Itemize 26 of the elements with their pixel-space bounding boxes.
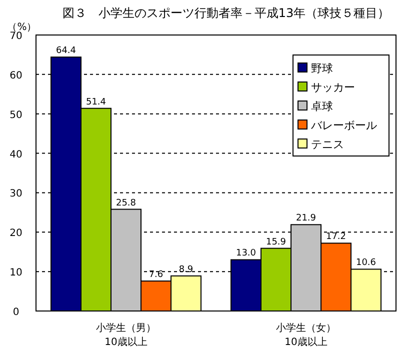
y-tick-label: 10 bbox=[10, 268, 22, 279]
legend-label: テニス bbox=[311, 138, 344, 151]
legend-label: 卓球 bbox=[311, 100, 333, 113]
data-label: 15.9 bbox=[266, 237, 286, 248]
y-axis-title: （%） bbox=[7, 22, 37, 33]
data-label: 64.4 bbox=[56, 46, 76, 56]
data-label: 10.6 bbox=[356, 258, 376, 268]
y-tick-label: 40 bbox=[10, 149, 22, 160]
y-tick-label: 20 bbox=[10, 228, 22, 240]
data-label: 17.2 bbox=[326, 232, 346, 242]
legend-label: 野球 bbox=[311, 62, 333, 75]
data-label: 13.0 bbox=[236, 248, 256, 259]
data-label: 7.6 bbox=[148, 270, 164, 280]
y-tick-label: 50 bbox=[10, 110, 22, 121]
data-label: 21.9 bbox=[296, 214, 316, 224]
y-tick-label: 60 bbox=[10, 70, 22, 82]
legend-label: バレーボール bbox=[310, 119, 377, 132]
y-tick-label: 0 bbox=[12, 307, 20, 318]
data-label: 25.8 bbox=[116, 198, 136, 208]
x-tick-label: 小学生（男） 10歳以上 bbox=[96, 322, 156, 348]
x-tick-label: 小学生（女） 10歳以上 bbox=[276, 322, 336, 348]
chart-title: 図３ 小学生のスポーツ行動者率－平成13年（球技５種目） bbox=[62, 6, 390, 20]
data-label: 51.4 bbox=[86, 97, 106, 108]
legend-label: サッカー bbox=[311, 81, 355, 94]
y-tick-label: 30 bbox=[10, 188, 22, 200]
y-tick-label: 70 bbox=[10, 31, 22, 42]
